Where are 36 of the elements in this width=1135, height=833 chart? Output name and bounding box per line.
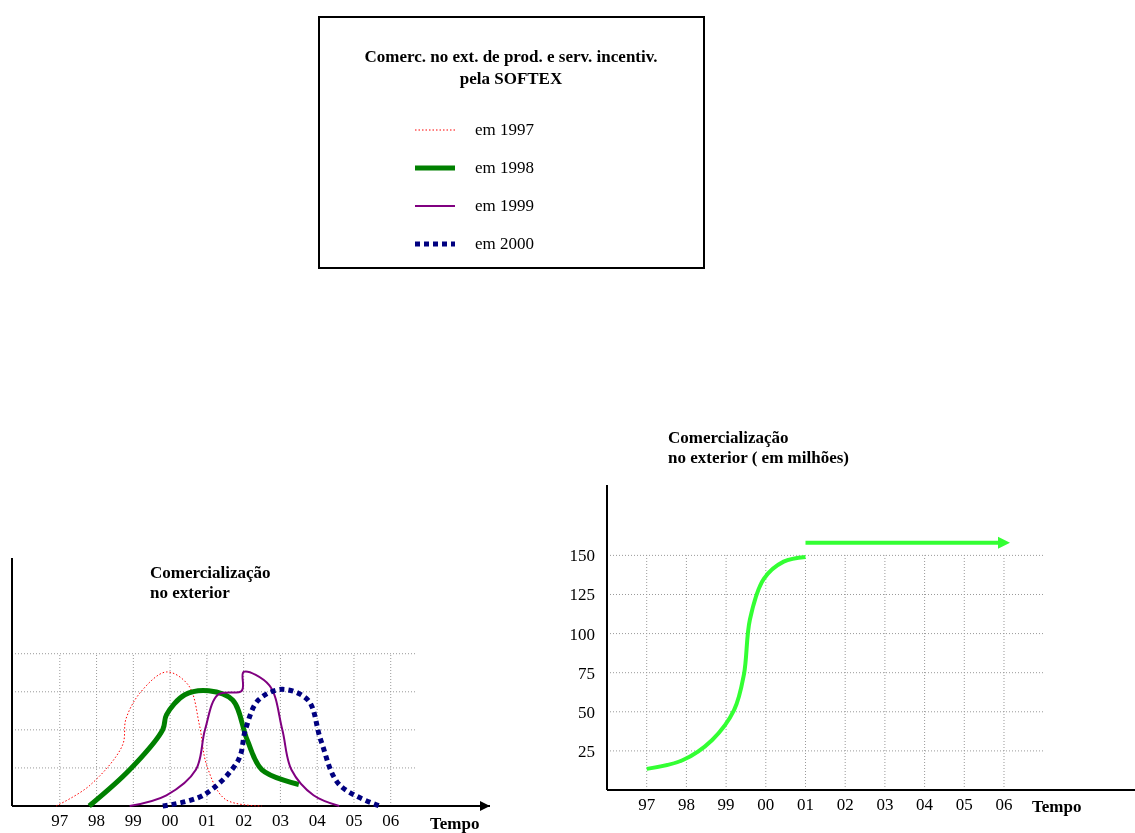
x-tick-label: 01: [198, 811, 216, 830]
y-tick-label: 125: [569, 585, 595, 605]
x-tick-label: 04: [308, 811, 327, 830]
x-tick-label: 06: [382, 811, 400, 830]
x-tick-label: 01: [797, 795, 814, 814]
line-series: [644, 554, 808, 771]
x-axis-title: Tempo: [430, 814, 480, 833]
legend-label: em 1999: [475, 196, 535, 215]
x-tick-label: 98: [677, 795, 695, 814]
x-tick-label: 97: [51, 811, 69, 830]
x-tick-label: 99: [124, 811, 142, 830]
x-tick-label: 99: [717, 795, 735, 814]
y-tick-label: 150: [569, 546, 595, 566]
chart-title: Comercialização no exterior ( em milhões): [668, 428, 849, 467]
x-tick-label: 05: [955, 795, 973, 814]
x-tick-label: 97: [638, 795, 656, 814]
x-axis-title: Tempo: [1032, 797, 1082, 816]
y-tick-label: 25: [578, 741, 595, 761]
x-tick-label: 06: [995, 795, 1013, 814]
legend-label: em 1998: [475, 158, 535, 177]
x-tick-label: 02: [235, 811, 253, 830]
y-tick-label: 75: [578, 663, 595, 683]
x-tick-label: 00: [161, 811, 179, 830]
chart-title: Comercialização no exterior: [150, 563, 271, 602]
x-tick-label: 04: [916, 795, 934, 814]
y-tick-label: 100: [569, 624, 595, 644]
x-tick-label: 02: [836, 795, 854, 814]
y-tick-label: 50: [578, 702, 595, 722]
x-tick-label: 05: [345, 811, 363, 830]
x-tick-label: 03: [271, 811, 289, 830]
x-tick-label: 00: [757, 795, 775, 814]
legend-label: em 1997: [475, 120, 535, 139]
x-tick-label: 98: [88, 811, 106, 830]
legend-label: em 2000: [475, 234, 535, 253]
legend-title: Comerc. no ext. de prod. e serv. incentiv. pela SOFTEX: [364, 47, 658, 88]
x-tick-label: 03: [876, 795, 894, 814]
